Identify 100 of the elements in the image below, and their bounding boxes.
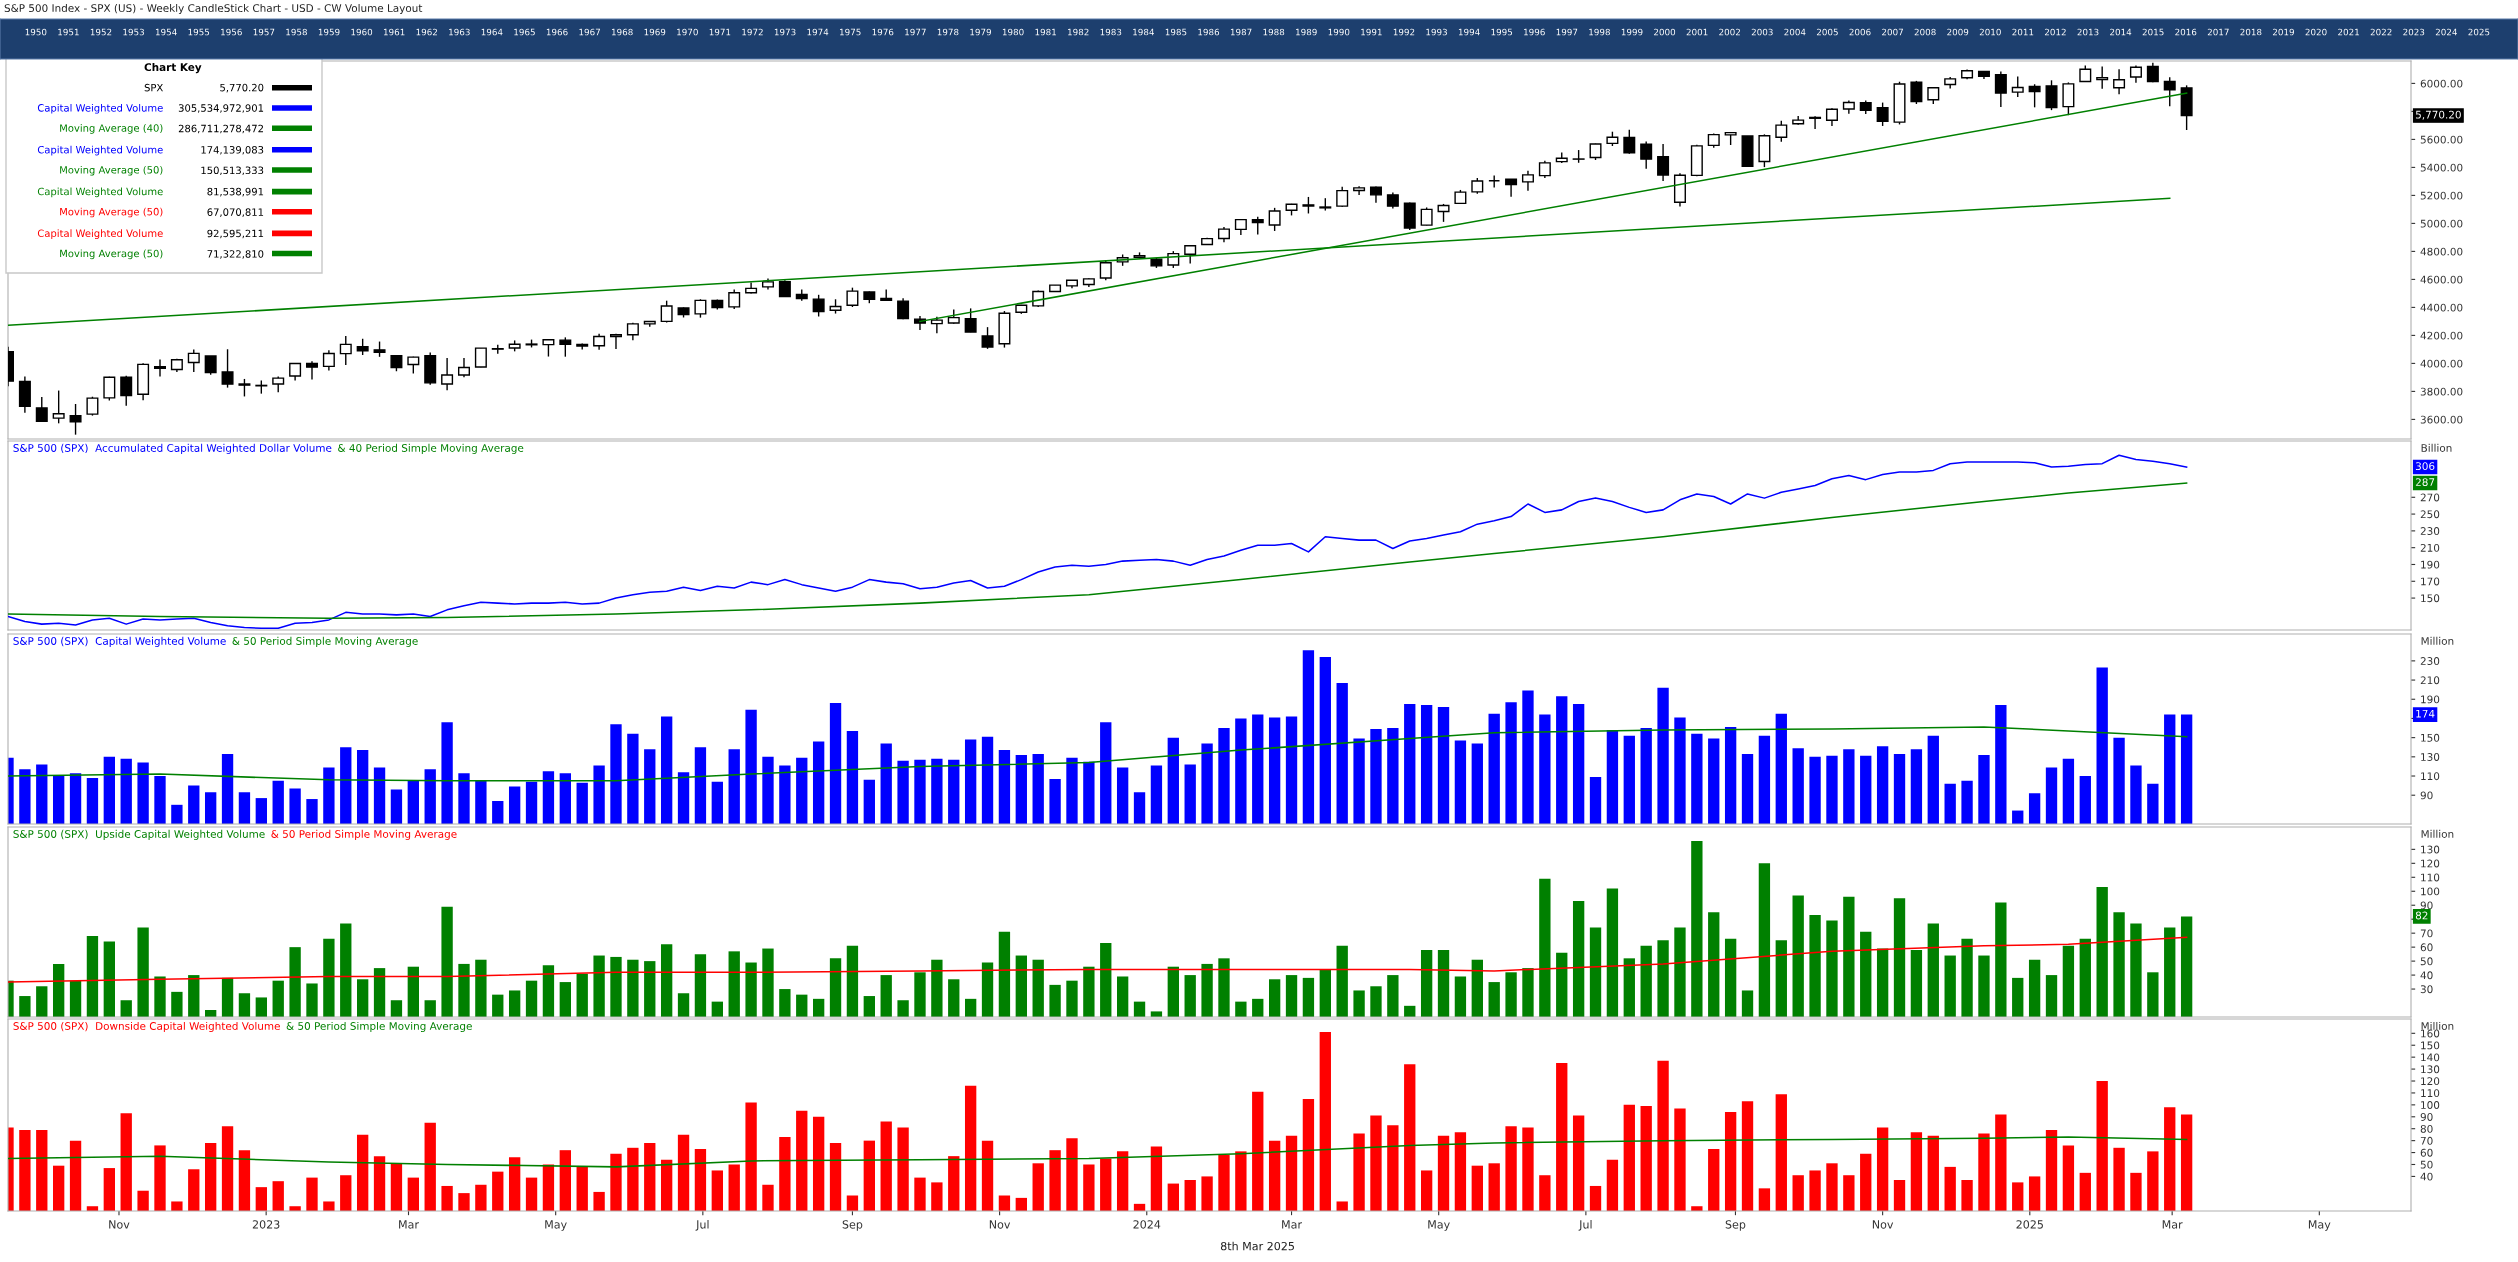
text: 82: [2415, 911, 2428, 920]
x-tick-label: 2024: [1133, 1220, 1161, 1229]
y-tick-label: 60: [2420, 943, 2433, 952]
x2-tick-label: 2023: [2403, 28, 2425, 36]
candlestick: [339, 335, 352, 366]
x2-tick-label: 1961: [383, 28, 405, 36]
y-tick-label: 5000.00: [2420, 219, 2463, 228]
x-tick-label: 2023: [252, 1220, 280, 1229]
candlestick: [52, 389, 65, 425]
annotation: 92,595,211: [207, 229, 264, 239]
y-tick-label: 150: [2421, 1041, 2440, 1050]
text: Capital Weighted Volume: [37, 145, 163, 156]
candlestick: [2163, 76, 2176, 107]
y-tick-label: 230: [2420, 657, 2440, 665]
x2-tick-label: 1987: [1230, 28, 1252, 36]
y-tick-label: 4800.00: [2420, 247, 2463, 256]
x2-tick-label: 1990: [1328, 28, 1350, 36]
x-tick-label: Mar: [399, 1220, 419, 1229]
y-tick-label: 5400.00: [2420, 163, 2463, 172]
text: Moving Average (50): [60, 207, 163, 218]
chart-subtitle: & 40 Period Simple Moving Average: [338, 443, 524, 454]
x-tick-label: 2025: [2016, 1220, 2043, 1229]
x2-tick-label: 2000: [1654, 28, 1676, 36]
candlestick: [609, 333, 622, 350]
y-tick-label: 60: [2420, 1148, 2433, 1157]
x2-tick-label: 1984: [1133, 28, 1154, 36]
candlestick: [120, 375, 133, 407]
candlestick: [2011, 75, 2024, 98]
y-tick-label: 130: [2421, 1065, 2440, 1074]
candlestick: [305, 360, 318, 381]
y-tick-label: 50: [2420, 957, 2433, 966]
x2-tick-label: 1995: [1491, 28, 1513, 36]
x2-tick-label: 1977: [905, 28, 926, 36]
annotation: 71,322,810: [207, 250, 264, 259]
candlestick: [322, 349, 335, 372]
y-tick-label: 170: [2421, 577, 2440, 586]
x2-tick-label: 2008: [1914, 28, 1936, 36]
x2-tick-label: 2013: [2077, 28, 2099, 36]
candlestick: [2113, 68, 2126, 95]
candlestick: [1268, 207, 1281, 232]
annotation: 67,070,811: [207, 208, 264, 217]
x-tick-label: Nov: [1872, 1220, 1894, 1229]
candlestick: [153, 358, 166, 378]
x-tick-label: May: [2308, 1220, 2331, 1231]
candlestick: [559, 336, 572, 358]
x2-tick-label: 2009: [1947, 28, 1969, 36]
text: 287: [2415, 478, 2435, 487]
x-axis-title: 8th Mar 2025: [1220, 1241, 1294, 1251]
y-tick-label: 90: [2420, 1113, 2433, 1121]
y-tick-label: 5200.00: [2420, 191, 2463, 200]
x2-tick-label: 1952: [90, 28, 112, 36]
x2-tick-label: 1991: [1361, 28, 1382, 36]
y-tick-label: 110: [2421, 772, 2440, 781]
candlestick: [474, 347, 487, 368]
y-tick-label: 270: [2420, 493, 2440, 502]
x2-tick-label: 2004: [1784, 28, 1806, 36]
x2-tick-label: 1954: [155, 28, 177, 36]
x-tick-label: Nov: [989, 1220, 1011, 1229]
y-tick-label: 210: [2420, 543, 2440, 552]
x2-tick-label: 1964: [481, 28, 503, 36]
y-axis-title: Million: [2421, 636, 2454, 645]
x2-tick-label: 1992: [1393, 28, 1415, 36]
x2-tick-label: 1968: [612, 28, 633, 36]
candlestick: [1876, 101, 1889, 127]
y-tick-label: 70: [2420, 929, 2433, 938]
candlestick: [1488, 174, 1501, 189]
x2-tick-label: 1958: [286, 28, 307, 36]
x2-tick-label: 2018: [2240, 28, 2262, 36]
x2-tick-label: 2011: [2012, 28, 2034, 36]
annotation: 81,538,991: [207, 187, 264, 197]
x2-tick-label: 1976: [872, 28, 894, 36]
y-tick-label: 120: [2421, 859, 2440, 868]
candlestick: [812, 294, 825, 318]
x2-tick-label: 2007: [1882, 28, 1903, 36]
candlestick: [2062, 81, 2075, 116]
candlestick: [1336, 186, 1349, 208]
y-axis-title: Million: [2421, 829, 2454, 838]
x2-tick-label: 1965: [514, 28, 535, 36]
y-tick-label: 90: [2420, 901, 2433, 910]
x2-tick-label: 1966: [546, 28, 568, 36]
candlestick: [1910, 80, 1923, 105]
x2-tick-label: 2014: [2110, 28, 2132, 36]
x2-tick-label: 2017: [2207, 28, 2229, 36]
candlestick: [1657, 143, 1670, 182]
text: Capital Weighted Volume: [37, 229, 163, 239]
x-tick-label: Jul: [695, 1220, 709, 1231]
annotation: 305,534,972,901: [178, 104, 264, 113]
y-tick-label: 100: [2421, 887, 2440, 896]
x2-tick-label: 1994: [1458, 28, 1480, 36]
y-tick-label: 160: [2421, 1029, 2440, 1038]
candlestick: [1623, 129, 1636, 155]
candlestick: [846, 286, 859, 308]
y-tick-label: 3600.00: [2420, 415, 2463, 424]
x2-tick-label: 2001: [1686, 28, 1708, 36]
x2-tick-label: 2016: [2175, 28, 2197, 36]
y-tick-label: 30: [2420, 985, 2433, 994]
x2-tick-label: 1953: [123, 28, 144, 36]
y-tick-label: 4400.00: [2420, 303, 2463, 312]
x2-tick-label: 2006: [1849, 28, 1871, 36]
x2-tick-label: 1962: [416, 28, 437, 36]
